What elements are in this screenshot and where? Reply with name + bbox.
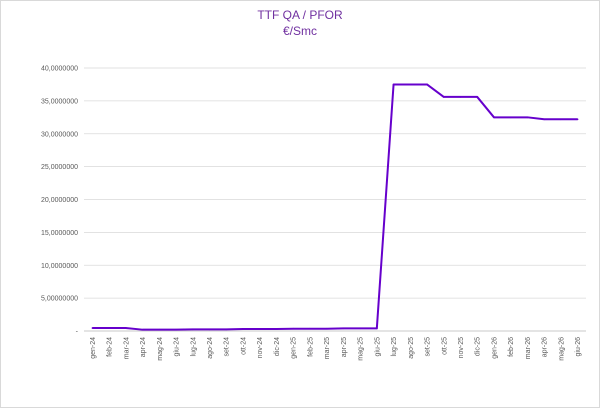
x-tick-label: ott-25 (441, 337, 448, 355)
x-tick-label: lug-25 (391, 337, 398, 357)
x-tick-label: set-24 (224, 337, 231, 357)
data-point (258, 328, 261, 330)
x-tick-label: dic-24 (274, 337, 281, 356)
y-tick-label: 10,0000000 (41, 263, 78, 270)
chart-subtitle: €/Smc (282, 24, 317, 38)
data-point (359, 327, 361, 330)
x-tick-label: giu-25 (374, 337, 381, 357)
x-tick-label: mag-25 (358, 337, 365, 361)
data-point (242, 328, 244, 330)
data-point (342, 327, 345, 330)
data-point (392, 83, 395, 86)
data-point (158, 328, 161, 331)
data-point (442, 96, 445, 98)
x-tick-label: mar-25 (324, 337, 331, 359)
y-tick-label: 15,0000000 (41, 230, 78, 237)
x-tick-label: mar-24 (123, 337, 130, 359)
x-tick-label: gen-26 (491, 337, 498, 359)
x-tick-label: gen-24 (90, 337, 97, 359)
x-tick-label: gen-25 (291, 337, 298, 359)
data-point (509, 116, 512, 119)
x-tick-label: giu-24 (174, 337, 181, 357)
data-point (476, 96, 479, 98)
y-tick-label: 40,0000000 (41, 66, 78, 73)
data-point (225, 328, 228, 331)
x-tick-label: mar-26 (525, 337, 532, 359)
x-tick-label: nov-24 (257, 337, 264, 359)
y-tick-label: 5,00000000 (41, 296, 78, 303)
x-tick-label: set-25 (425, 337, 432, 357)
x-tick-label: feb-24 (107, 337, 114, 357)
data-point (108, 327, 110, 329)
data-point (125, 327, 127, 329)
x-tick-label: feb-25 (307, 337, 314, 357)
x-tick-label: mag-24 (157, 337, 164, 361)
data-point (91, 327, 94, 329)
y-axis-ticks: - 5,00000000 10,0000000 15,0000000 20,000000… (41, 66, 79, 336)
x-tick-label: ott-24 (240, 337, 247, 355)
series-line (92, 83, 578, 331)
y-tick-label: 25,0000000 (41, 164, 78, 171)
data-point (325, 327, 328, 330)
data-point (543, 118, 545, 121)
data-point (141, 328, 144, 331)
data-point (409, 83, 412, 86)
series-group (91, 83, 579, 331)
data-point (175, 328, 177, 331)
x-tick-label: feb-26 (508, 337, 515, 357)
x-tick-label: lug-24 (190, 337, 197, 357)
x-tick-label: mag-26 (558, 337, 565, 361)
y-tick-label: - (76, 329, 79, 336)
x-tick-label: apr-26 (542, 337, 549, 357)
x-tick-label: ago-25 (408, 337, 415, 359)
data-point (208, 328, 211, 331)
y-tick-label: 20,0000000 (41, 197, 78, 204)
x-tick-label: apr-25 (341, 337, 348, 357)
x-tick-label: ago-24 (207, 337, 214, 359)
data-point (493, 116, 495, 119)
data-point (275, 328, 278, 330)
chart-title: TTF QA / PFOR (257, 8, 343, 22)
data-point (459, 96, 462, 98)
x-tick-label: nov-25 (458, 337, 465, 359)
data-point (560, 118, 562, 121)
gridlines (84, 67, 586, 332)
data-point (376, 327, 378, 330)
data-point (309, 327, 311, 330)
x-tick-label: dic-25 (475, 337, 482, 356)
data-point (526, 116, 529, 119)
y-tick-label: 35,0000000 (41, 98, 78, 105)
y-tick-label: 30,0000000 (41, 131, 78, 138)
x-axis-ticks: gen-24 feb-24 mar-24 apr-24 mag-24 giu-24 lug-… (90, 337, 582, 361)
x-tick-label: giu-26 (575, 337, 582, 357)
data-point (426, 83, 428, 86)
data-point (292, 327, 294, 330)
data-point (191, 328, 194, 331)
data-point (576, 118, 579, 121)
x-tick-label: apr-24 (140, 337, 147, 357)
